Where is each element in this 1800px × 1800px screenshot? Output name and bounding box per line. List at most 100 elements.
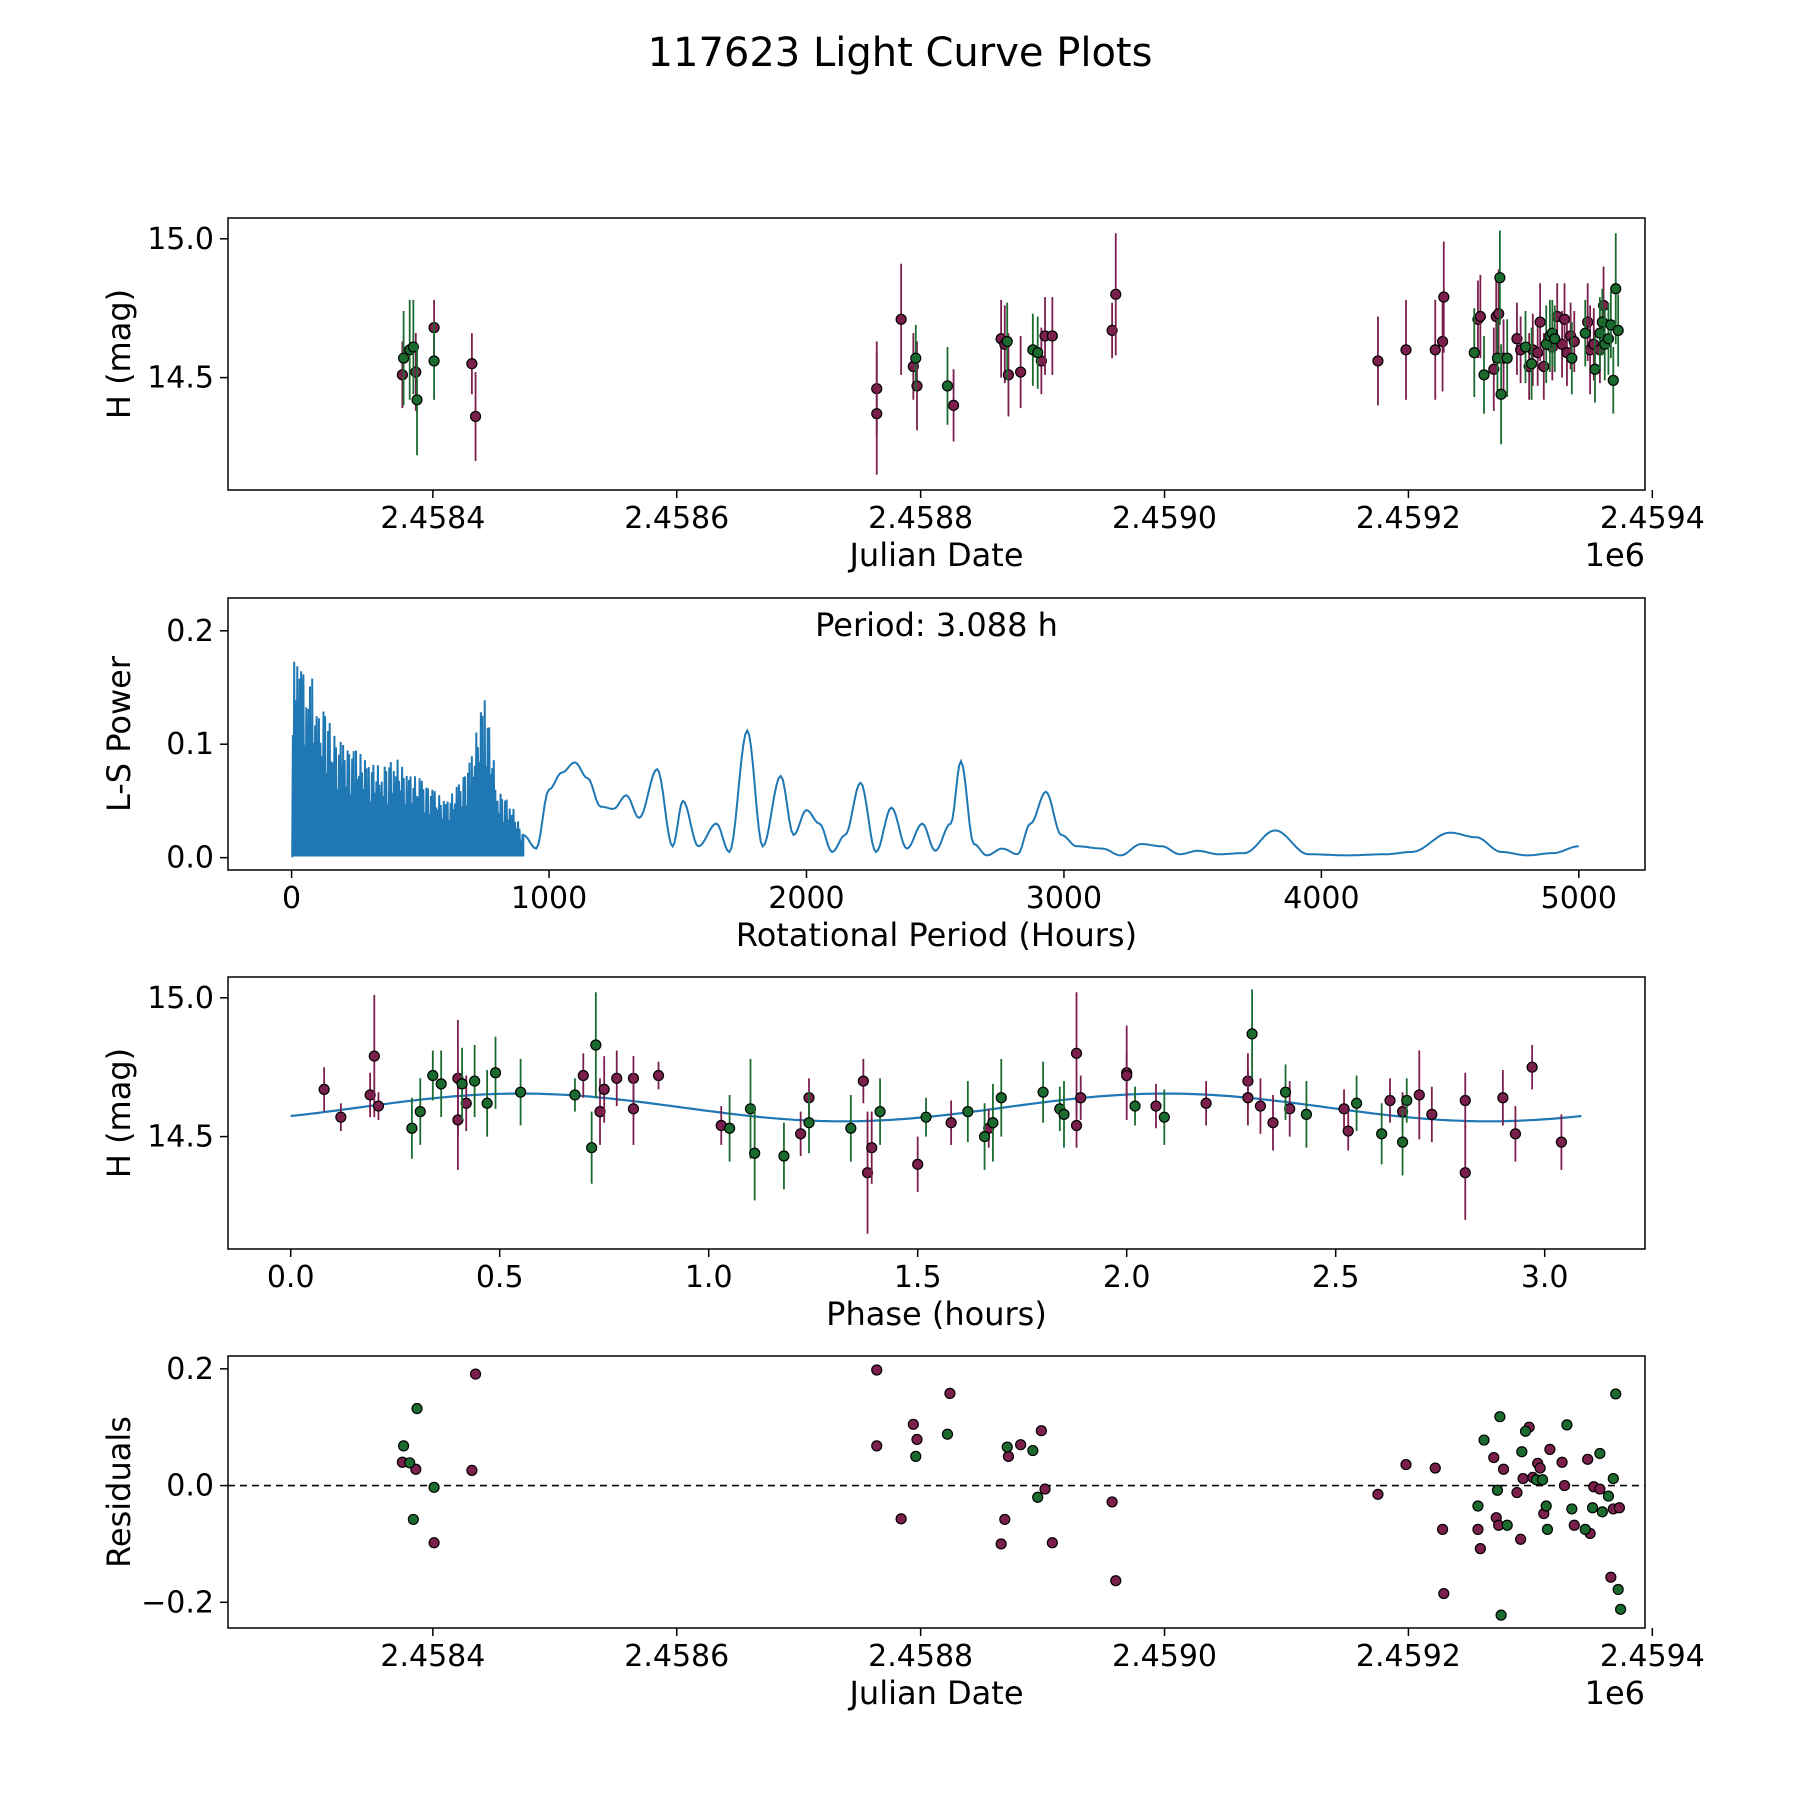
x-axis-label: Phase (hours) bbox=[826, 1295, 1047, 1333]
data-point bbox=[1396, 1136, 1409, 1148]
periodogram-panel: 0 1000 2000 3000 4000 5000 0.0 0.1 0.2 Rotational… bbox=[100, 597, 1646, 954]
data-point bbox=[1495, 388, 1507, 400]
y-tick-label: 14.5 bbox=[147, 361, 214, 396]
data-point bbox=[1246, 1028, 1258, 1040]
x-tick-label: 2.0 bbox=[1103, 1260, 1151, 1295]
data-point bbox=[1032, 347, 1044, 359]
data-point bbox=[1032, 1491, 1044, 1503]
data-point bbox=[1106, 1496, 1118, 1508]
x-tick-label: 2.4584 bbox=[380, 1639, 485, 1674]
y-tick-label: 0.2 bbox=[166, 1352, 214, 1387]
data-point bbox=[1267, 1117, 1279, 1129]
data-point bbox=[407, 341, 419, 353]
data-point bbox=[1150, 1100, 1162, 1112]
data-point bbox=[428, 1481, 440, 1493]
data-point bbox=[1586, 1502, 1599, 1514]
data-point bbox=[1516, 1446, 1528, 1458]
data-point bbox=[590, 1039, 602, 1051]
data-point bbox=[1200, 1097, 1212, 1109]
data-point bbox=[1497, 1463, 1510, 1475]
data-point bbox=[907, 1418, 919, 1430]
data-point bbox=[1350, 1097, 1363, 1109]
data-point bbox=[1607, 1472, 1619, 1485]
data-point bbox=[1555, 1136, 1568, 1148]
data-point bbox=[866, 1142, 878, 1154]
data-point bbox=[1501, 352, 1513, 364]
data-point bbox=[1582, 316, 1594, 328]
data-point bbox=[428, 1537, 440, 1549]
data-point bbox=[1039, 1483, 1051, 1495]
data-point bbox=[335, 1111, 347, 1123]
data-point bbox=[995, 1538, 1007, 1550]
data-point bbox=[1338, 1103, 1350, 1115]
data-point bbox=[514, 1086, 527, 1098]
data-point bbox=[406, 1122, 418, 1134]
data-point bbox=[1526, 1061, 1538, 1073]
data-point bbox=[372, 1100, 385, 1112]
data-point bbox=[1488, 363, 1500, 375]
data-point bbox=[398, 1440, 410, 1452]
x-axis-label: Julian Date bbox=[847, 536, 1023, 574]
data-point bbox=[1158, 1111, 1170, 1123]
y-tick-label: −0.2 bbox=[141, 1585, 214, 1620]
data-point bbox=[1613, 1502, 1625, 1514]
data-point bbox=[1478, 1434, 1490, 1446]
data-point bbox=[1035, 1425, 1047, 1437]
data-point bbox=[469, 1368, 482, 1380]
data-point bbox=[1376, 1128, 1388, 1140]
data-point bbox=[1106, 324, 1118, 337]
data-point bbox=[1037, 1086, 1049, 1098]
data-point bbox=[1501, 1519, 1513, 1531]
data-point bbox=[778, 1150, 790, 1162]
data-point bbox=[1511, 333, 1523, 345]
y-tick-label: 15.0 bbox=[147, 981, 214, 1016]
data-point bbox=[1459, 1094, 1471, 1107]
data-point bbox=[1110, 288, 1122, 300]
data-point bbox=[318, 1083, 330, 1096]
data-point bbox=[911, 380, 923, 392]
data-point bbox=[1070, 1047, 1083, 1059]
data-point bbox=[398, 352, 410, 364]
data-point bbox=[489, 1067, 502, 1079]
x-tick-label: 1.0 bbox=[685, 1260, 733, 1295]
axes-frame bbox=[227, 597, 1646, 871]
data-point bbox=[1610, 1388, 1622, 1400]
series-band-b bbox=[406, 989, 1413, 1201]
data-point bbox=[466, 358, 478, 370]
data-point bbox=[1070, 1119, 1083, 1132]
figure-title: 117623 Light Curve Plots bbox=[648, 30, 1153, 76]
data-point bbox=[723, 1122, 736, 1134]
data-point bbox=[1046, 330, 1058, 342]
data-point bbox=[1610, 283, 1622, 295]
data-point bbox=[1474, 1543, 1486, 1555]
data-point bbox=[1027, 1444, 1039, 1457]
data-point bbox=[871, 1440, 883, 1452]
data-point bbox=[1110, 1575, 1122, 1587]
data-point bbox=[627, 1103, 640, 1115]
data-point bbox=[1002, 1450, 1015, 1462]
data-point bbox=[1413, 1089, 1425, 1101]
x-tick-label: 0.5 bbox=[476, 1260, 524, 1295]
data-point bbox=[404, 1457, 416, 1469]
data-point bbox=[1494, 1411, 1506, 1423]
axes-frame bbox=[227, 217, 1646, 491]
model-curve bbox=[290, 1092, 1582, 1123]
data-point bbox=[1474, 310, 1486, 323]
data-point bbox=[1015, 366, 1027, 378]
series-band-a bbox=[396, 1364, 1625, 1600]
data-point bbox=[795, 1128, 807, 1140]
axes-frame bbox=[227, 976, 1646, 1250]
x-tick-label: 3000 bbox=[1026, 881, 1102, 916]
data-point bbox=[1242, 1092, 1254, 1104]
data-point bbox=[1612, 1583, 1624, 1596]
data-point bbox=[1058, 1108, 1070, 1120]
residuals-panel: 2.4584 2.4586 2.4588 2.4590 2.4592 2.4594 −0.2… bbox=[100, 1352, 1705, 1712]
phase-curve-panel: 0.0 0.5 1.0 1.5 2.0 2.5 3.0 14.5 15.0 Phase (hour… bbox=[100, 976, 1646, 1333]
axes-frame bbox=[227, 1355, 1646, 1629]
x-tick-label: 2.4590 bbox=[1112, 501, 1217, 536]
x-tick-label: 2.4584 bbox=[380, 501, 485, 536]
data-point bbox=[1459, 1167, 1471, 1179]
data-point bbox=[1541, 1523, 1554, 1535]
series-band-a bbox=[396, 233, 1610, 475]
